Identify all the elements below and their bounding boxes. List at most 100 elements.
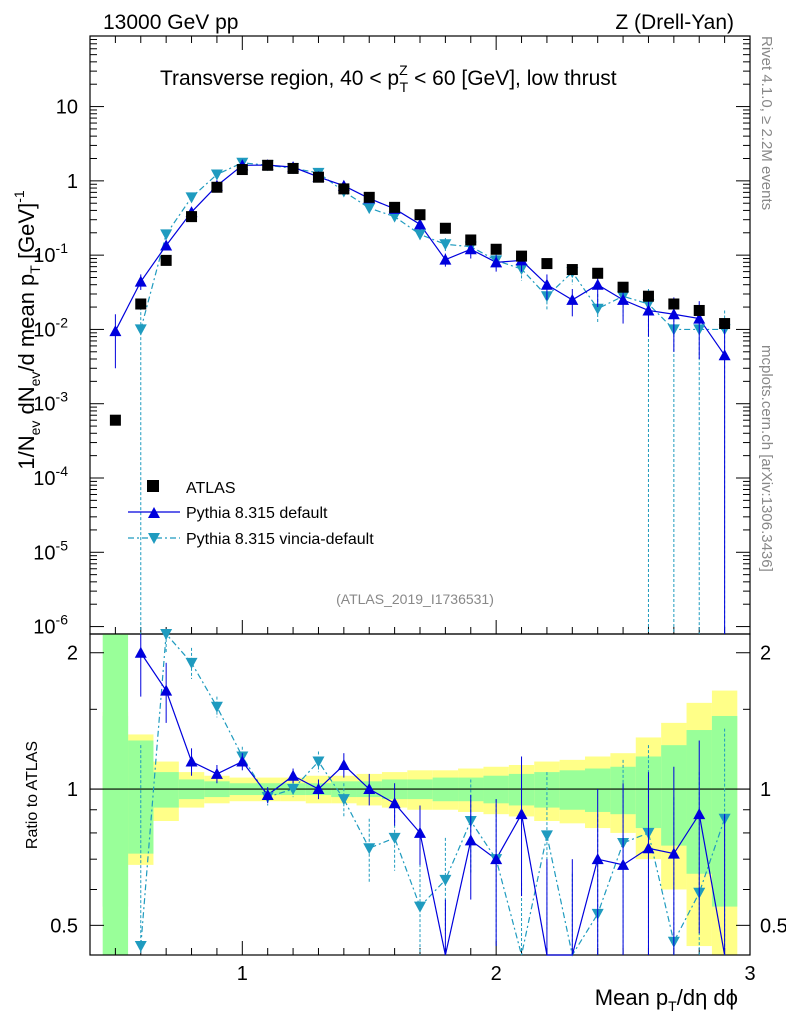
vincia-line — [140, 162, 725, 331]
atlas-point — [160, 254, 172, 266]
pythia-ratio-point — [490, 853, 503, 865]
pythia-point — [617, 293, 630, 305]
atlas-point — [668, 298, 680, 310]
atlas-point — [541, 258, 553, 270]
band-green-bin — [559, 770, 585, 810]
atlas-point — [516, 250, 528, 262]
pythia-line — [114, 164, 726, 356]
top-y-tick-label: 10-1 — [33, 240, 68, 267]
top-y-tick-label: 10-2 — [33, 314, 68, 341]
vincia-point — [414, 229, 426, 241]
pythia-point — [667, 308, 680, 320]
vincia-point — [439, 239, 452, 251]
pythia-point — [109, 325, 122, 337]
ratio-y-tick-label-left: 1 — [67, 779, 78, 801]
atlas-point — [262, 159, 274, 171]
vincia-ratio-point — [134, 941, 147, 953]
pythia-ratio-point — [185, 755, 198, 767]
pythia-ratio-point — [617, 858, 630, 870]
ratio-data — [134, 629, 731, 957]
pythia-point — [591, 278, 604, 290]
pythia-ratio-point — [261, 789, 274, 801]
pythia-ratio-point — [642, 842, 655, 854]
pythia-point — [464, 243, 477, 255]
atlas-point — [693, 304, 705, 316]
top-y-tick-label: 10-3 — [33, 389, 68, 416]
atlas-point — [389, 201, 401, 213]
top-y-tick-label: 10 — [56, 97, 78, 119]
top-y-tick-label: 10-4 — [33, 463, 68, 490]
band-green-bin — [153, 772, 179, 808]
vincia-ratio-point — [210, 701, 223, 713]
atlas-point — [439, 222, 451, 234]
atlas-point — [719, 318, 731, 330]
pythia-ratio-point — [591, 853, 604, 865]
pythia-point — [439, 253, 452, 265]
x-tick-label: 2 — [491, 963, 502, 985]
pythia-ratio-point — [134, 646, 147, 658]
pythia-point — [414, 218, 426, 230]
analysis-id: (ATLAS_2019_I1736531) — [336, 591, 494, 607]
pythia-point — [642, 304, 655, 316]
pythia-point — [160, 239, 173, 251]
pythia-ratio-point — [363, 783, 376, 795]
pythia-point — [693, 312, 706, 324]
atlas-point — [592, 267, 604, 279]
pythia-ratio-point — [312, 783, 325, 795]
vincia-ratio-point — [388, 832, 401, 844]
pythia-ratio-point — [236, 755, 249, 767]
pythia-ratio-point — [515, 808, 528, 820]
ratio-y-tick-label-right: 0.5 — [760, 915, 786, 937]
atlas-point — [617, 281, 629, 293]
ratio-y-ticks: 0.5 0.5 1 1 2 2 — [50, 643, 786, 938]
atlas-point — [338, 183, 350, 195]
pythia-ratio-point — [464, 834, 477, 846]
pythia-ratio-point — [667, 847, 680, 859]
vincia-ratio-point — [414, 901, 426, 913]
vincia-point — [160, 229, 173, 241]
vincia-ratio-point — [185, 657, 198, 669]
atlas-point — [642, 290, 654, 302]
side-mcplots-label: mcplots.cern.ch [arXiv:1306.3436] — [758, 345, 775, 572]
side-rivet-label: Rivet 4.1.0, ≥ 2.2M events — [758, 36, 775, 210]
legend-vincia-label: Pythia 8.315 vincia-default — [186, 531, 374, 548]
vincia-point — [388, 211, 401, 223]
vincia-ratio-point — [312, 756, 325, 768]
legend-pythia-marker — [148, 507, 160, 518]
legend-atlas-label: ATLAS — [186, 480, 236, 497]
atlas-point — [236, 164, 248, 176]
ratio-y-tick-label-left: 2 — [67, 643, 78, 665]
pythia-ratio-point — [160, 684, 173, 696]
top-y-ticks: 10-6 10-5 10-4 10-3 10-2 10-1 1 10 — [33, 38, 750, 639]
vincia-ratio-point — [160, 629, 173, 640]
atlas-point — [566, 264, 578, 276]
vincia-point — [185, 192, 198, 204]
atlas-point — [186, 211, 198, 223]
atlas-point — [211, 181, 223, 193]
atlas-point — [135, 298, 147, 310]
atlas-point — [109, 414, 121, 426]
legend-atlas-marker — [147, 480, 159, 492]
pythia-point — [134, 275, 147, 287]
top-y-tick-label: 1 — [67, 171, 78, 193]
vincia-ratio-point — [337, 794, 350, 806]
top-y-tick-label: 10-5 — [33, 537, 68, 564]
plot-title: Transverse region, 40 < pZ T < 60 [GeV], … — [160, 62, 617, 95]
pythia-point — [566, 293, 579, 305]
vincia-ratio-point — [363, 843, 376, 855]
band-green-first-bin — [102, 634, 129, 955]
vincia-point — [591, 303, 604, 315]
atlas-point — [363, 191, 375, 203]
top-y-label: 1/Nev dNev/d mean pT [GeV]-1 — [11, 190, 43, 470]
vincia-point — [363, 203, 376, 215]
atlas-point — [312, 171, 324, 183]
ratio-y-tick-label-left: 0.5 — [50, 915, 78, 937]
vincia-ratio-point — [287, 784, 300, 796]
vincia-ratio-point — [439, 874, 452, 886]
legend-pythia-label: Pythia 8.315 default — [186, 505, 328, 522]
process-label: Z (Drell-Yan) — [615, 11, 734, 34]
x-tick-label: 1 — [237, 963, 248, 985]
energy-label: 13000 GeV pp — [103, 11, 238, 34]
vincia-ratio-point — [540, 830, 553, 842]
pythia-point — [540, 278, 553, 290]
